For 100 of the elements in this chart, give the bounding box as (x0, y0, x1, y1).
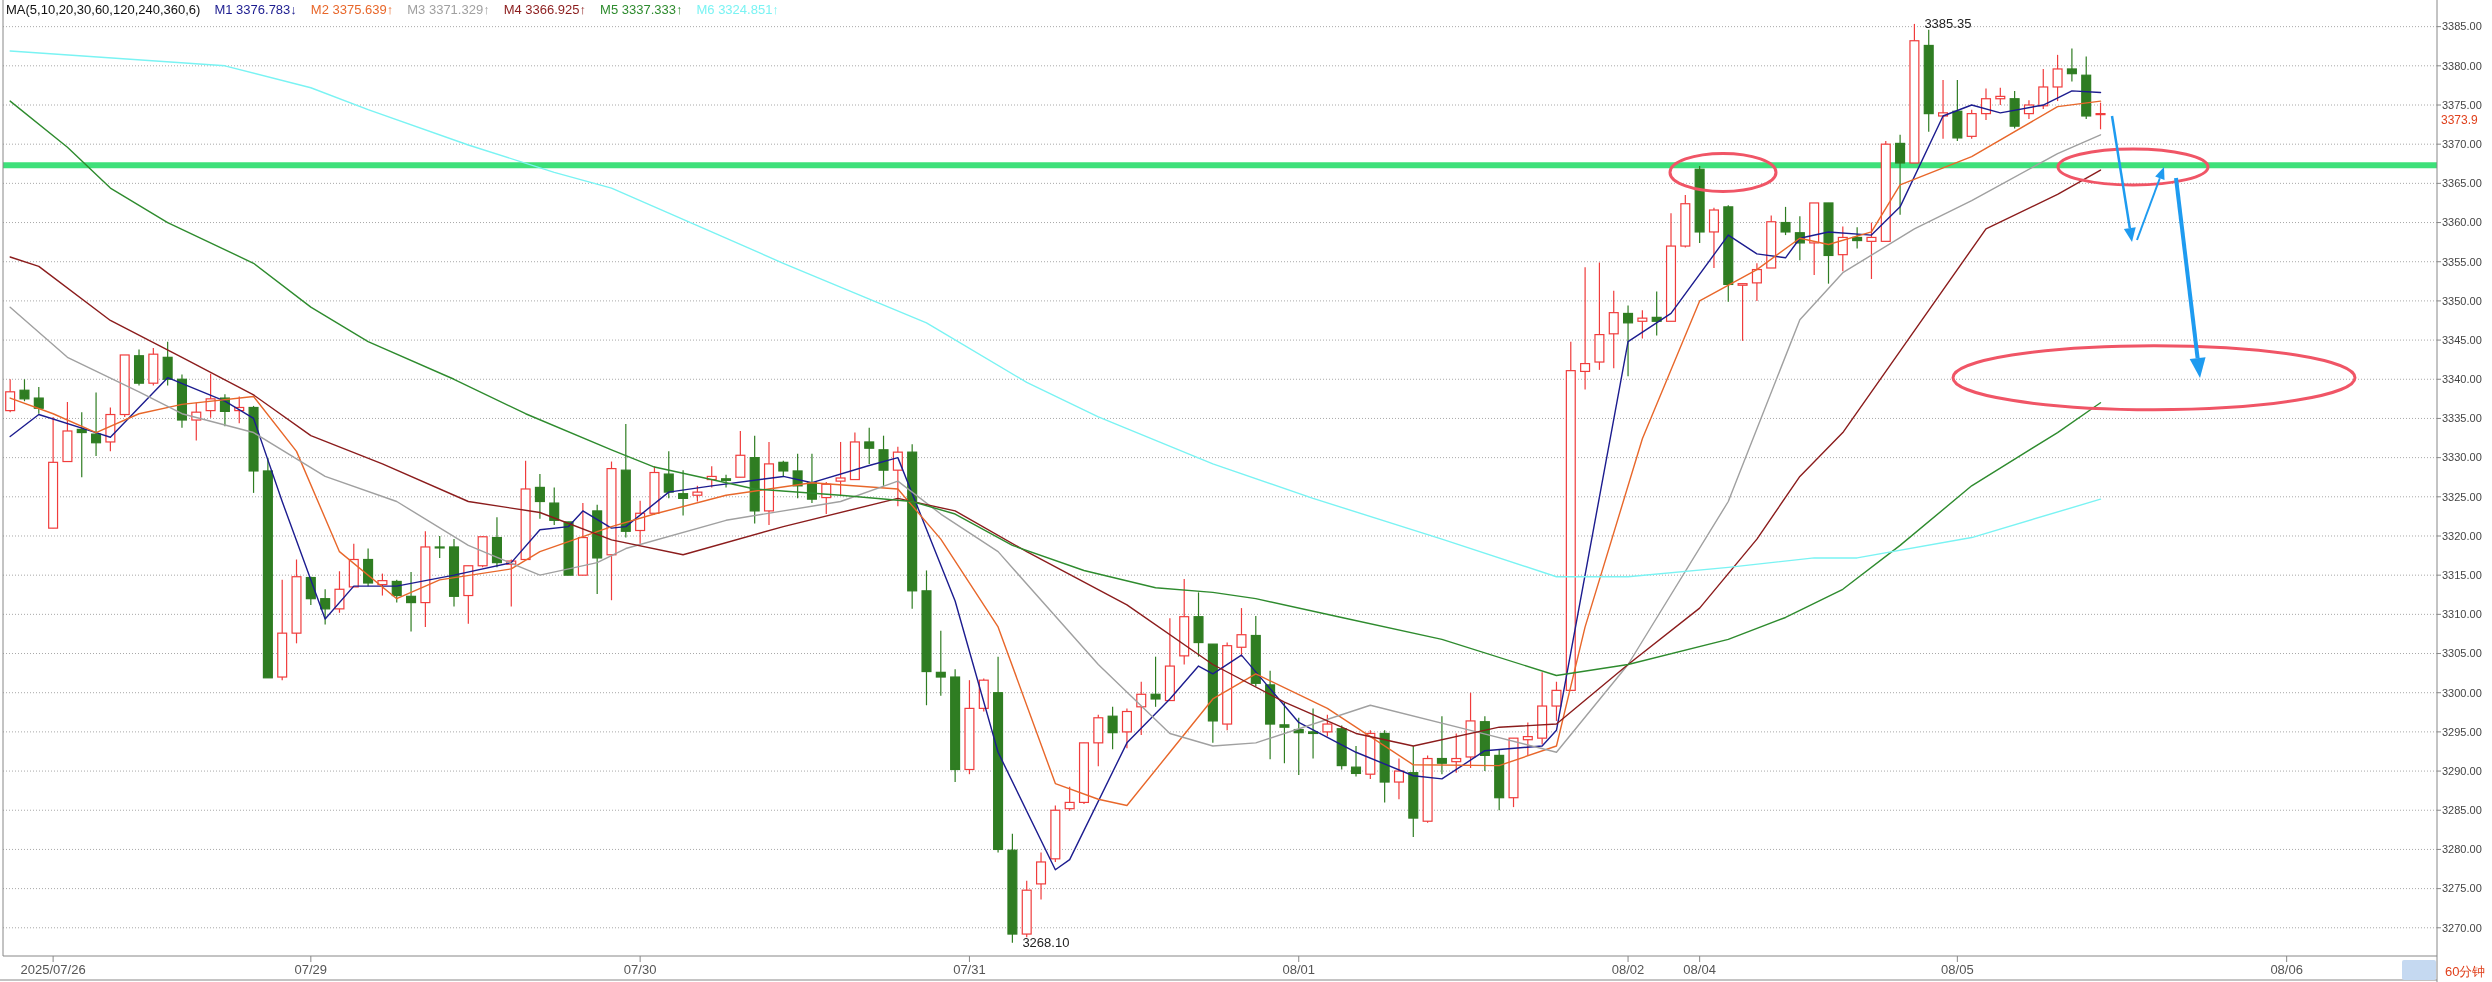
line-series (9, 100, 2102, 677)
y-tick-label: 3290.00 (2442, 764, 2482, 777)
candlestick (205, 373, 216, 419)
candlestick (534, 473, 545, 520)
candlestick (1393, 757, 1405, 800)
candlestick (406, 571, 417, 633)
y-tick-label: 3300.00 (2442, 686, 2482, 699)
text: M4 3366.925↑ (503, 2, 587, 17)
candlestick (1236, 607, 1247, 658)
candlestick (1837, 225, 1848, 272)
candlestick (33, 386, 44, 415)
candlestick (1980, 87, 1992, 121)
candlestick (1035, 851, 1047, 901)
candlestick (1150, 656, 1161, 708)
candlestick (1966, 109, 1977, 140)
candlestick (1637, 309, 1648, 340)
candlestick (1608, 290, 1619, 369)
candlestick (1121, 707, 1132, 749)
candlestick (1522, 721, 1533, 756)
y-tick-label: 3345.00 (2442, 333, 2482, 346)
candlestick (678, 469, 689, 517)
annotation: 3385.35 (1924, 16, 1972, 32)
candlestick (878, 435, 889, 487)
text: M3 3371.329↑ (407, 2, 490, 17)
y-tick-label: 3275.00 (2442, 882, 2482, 895)
candlestick (835, 441, 846, 496)
candlestick (1938, 79, 1949, 140)
x-tick-label: 08/04 (1683, 962, 1716, 977)
candlestick (2095, 102, 2106, 130)
x-tick-label: 08/02 (1611, 962, 1645, 977)
candlestick (19, 378, 30, 402)
annotation: 3268.10 (1022, 935, 1070, 951)
candlestick (1107, 706, 1118, 750)
candlestick (2066, 47, 2077, 83)
y-tick-label: 3385.00 (2442, 20, 2482, 33)
y-tick-label: 3305.00 (2442, 647, 2482, 660)
text: M1 3376.783↓ (214, 2, 297, 17)
candlestick (1895, 134, 1906, 216)
candlestick (162, 341, 173, 387)
text: 60分钟 (2445, 964, 2486, 979)
candlestick (320, 588, 331, 626)
candlestick (1350, 745, 1362, 778)
y-tick-label: 3310.00 (2442, 608, 2482, 621)
y-tick-label: 3270.00 (2442, 921, 2482, 934)
y-tick-label: 3315.00 (2442, 569, 2482, 582)
y-tick-label: 3360.00 (2442, 216, 2482, 229)
candlestick (2038, 68, 2049, 110)
candlestick (1279, 701, 1290, 764)
candlestick (363, 547, 374, 587)
text: M2 3375.639↑ (310, 2, 394, 17)
candlestick (1866, 221, 1877, 280)
x-tick-label: 08/05 (1941, 962, 1974, 977)
candlestick (91, 391, 102, 457)
candlestick (1436, 715, 1447, 775)
y-tick-label: 3335.00 (2442, 412, 2482, 425)
y-tick-label: 3330.00 (2442, 451, 2482, 464)
candlestick (1580, 266, 1591, 391)
text: M6 3324.851↑ (696, 2, 779, 17)
candlestick (864, 427, 875, 465)
candlestick (1751, 262, 1762, 302)
line-series (9, 50, 2102, 578)
y-tick-label: 3355.00 (2442, 255, 2482, 268)
candlestick (1780, 206, 1791, 236)
x-tick-label: 08/06 (2270, 962, 2303, 977)
legend-title: MA(5,10,20,30,60,120,240,360,6) (6, 2, 201, 17)
candlestick (735, 430, 746, 478)
y-tick-label: 3320.00 (2442, 529, 2482, 542)
candlestick (2052, 54, 2063, 102)
candlestick (5, 378, 16, 413)
y-tick-label: 3280.00 (2442, 843, 2482, 856)
y-tick-label: 3285.00 (2442, 804, 2482, 817)
x-tick-label: 2025/07/26 (20, 962, 86, 977)
candlestick (1551, 681, 1562, 722)
candlestick (1737, 283, 1748, 342)
candlestick (1064, 786, 1075, 812)
y-tick-label: 3325.00 (2442, 490, 2482, 503)
x-tick-label: 07/29 (294, 962, 328, 977)
candlestick (377, 573, 388, 597)
candlestick (663, 450, 674, 499)
text: M5 3337.333↑ (600, 2, 683, 17)
candlestick (334, 570, 345, 614)
x-tick-label: 07/30 (623, 962, 657, 977)
y-tick-label: 3365.00 (2442, 177, 2482, 190)
candlestick (549, 486, 560, 526)
candlestick (1308, 707, 1319, 760)
y-tick-label: 3375.00 (2442, 98, 2482, 111)
candlestick (1451, 732, 1462, 774)
x-tick-label: 07/31 (953, 962, 986, 977)
y-tick-label: 3370.00 (2442, 138, 2482, 151)
x-tick-label: 08/01 (1282, 962, 1316, 977)
candlestick (935, 630, 946, 697)
candlestick (434, 535, 445, 559)
candlestick (1322, 714, 1333, 738)
y-tick-label: 3380.00 (2442, 59, 2482, 72)
y-tick-label: 3350.00 (2442, 294, 2482, 307)
y-tick-label: 3340.00 (2442, 373, 2482, 386)
candlestick (1708, 207, 1719, 269)
y-tick-label: 3295.00 (2442, 725, 2482, 738)
candlestick (1623, 305, 1634, 377)
text: 3373.9 (2441, 112, 2479, 127)
